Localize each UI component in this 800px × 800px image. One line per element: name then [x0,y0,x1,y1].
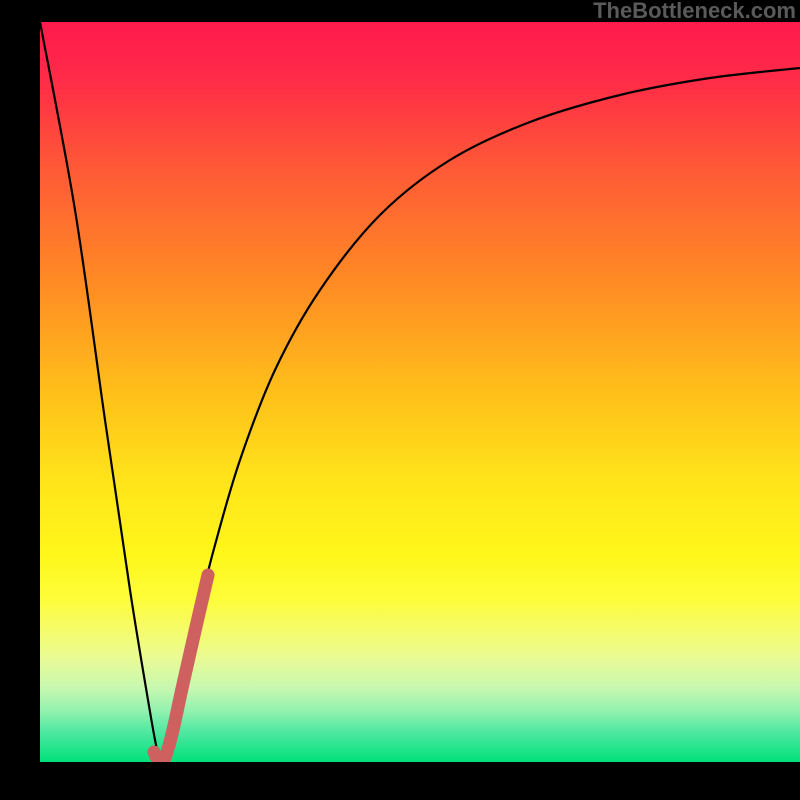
plot-gradient-background [40,22,800,762]
watermark-text: TheBottleneck.com [593,0,796,24]
chart-container: TheBottleneck.com [0,0,800,800]
bottleneck-curve-chart [0,0,800,800]
